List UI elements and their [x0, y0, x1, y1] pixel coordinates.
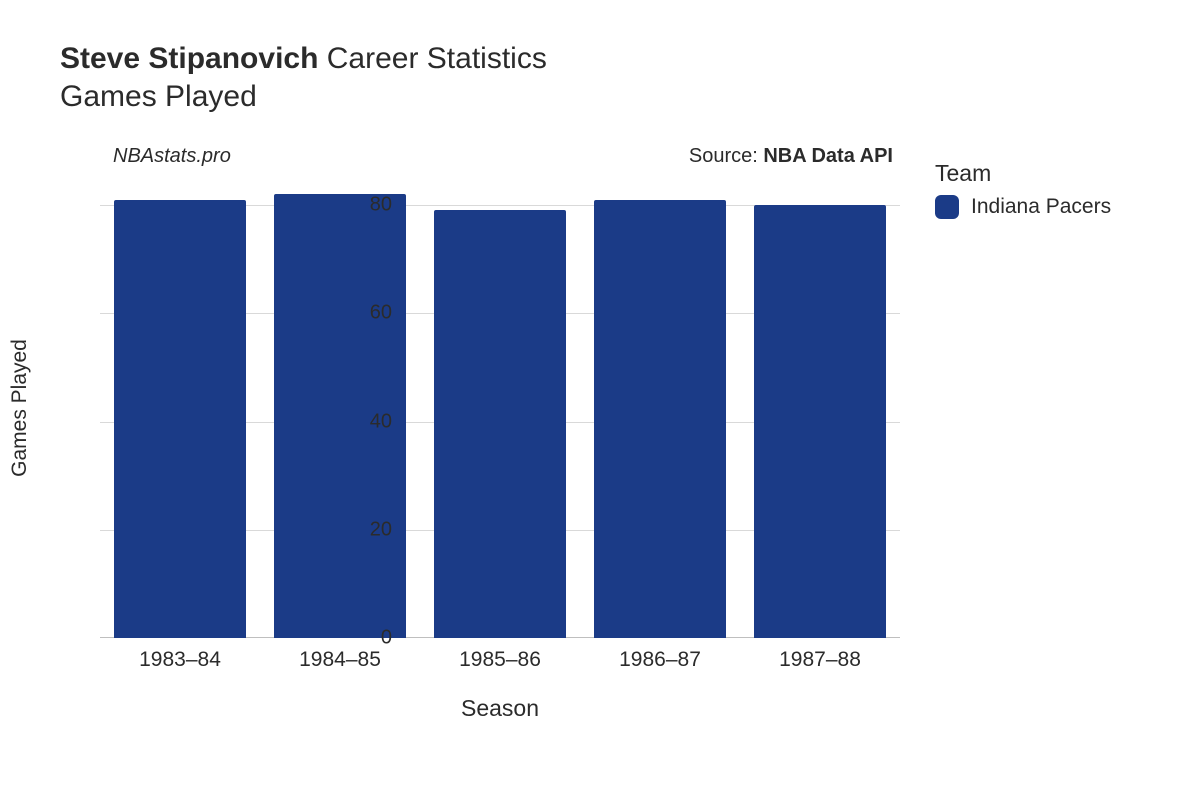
x-tick-label: 1985–86 [459, 648, 541, 672]
x-tick-label: 1986–87 [619, 648, 701, 672]
attribution-row: NBAstats.pro Source: NBA Data API [113, 145, 893, 168]
y-tick-label: 0 [332, 627, 392, 650]
legend-swatch [935, 195, 959, 219]
y-tick-label: 40 [332, 410, 392, 433]
chart-title: Steve Stipanovich Career Statistics Game… [60, 40, 547, 115]
source-name: NBA Data API [763, 145, 893, 167]
x-tick-label: 1987–88 [779, 648, 861, 672]
chart-frame: Steve Stipanovich Career Statistics Game… [0, 0, 1200, 800]
title-line-1: Steve Stipanovich Career Statistics [60, 40, 547, 78]
legend: Team Indiana Pacers [935, 160, 1111, 219]
bar [434, 210, 565, 638]
bar [594, 200, 725, 638]
title-suffix: Career Statistics [318, 42, 546, 75]
x-tick-label: 1984–85 [299, 648, 381, 672]
source-credit: Source: NBA Data API [689, 145, 893, 168]
bar [114, 200, 245, 638]
source-prefix: Source: [689, 145, 763, 167]
y-tick-label: 80 [332, 194, 392, 217]
legend-item: Indiana Pacers [935, 195, 1111, 219]
plot-area [100, 178, 900, 638]
title-line-2: Games Played [60, 78, 547, 116]
x-axis-title: Season [461, 695, 539, 722]
x-tick-label: 1983–84 [139, 648, 221, 672]
site-credit: NBAstats.pro [113, 145, 231, 168]
y-tick-label: 20 [332, 518, 392, 541]
legend-items: Indiana Pacers [935, 195, 1111, 219]
legend-item-label: Indiana Pacers [971, 195, 1111, 219]
legend-title: Team [935, 160, 1111, 187]
y-axis-title: Games Played [8, 339, 32, 477]
player-name: Steve Stipanovich [60, 42, 318, 75]
bar [754, 205, 885, 638]
y-tick-label: 60 [332, 302, 392, 325]
